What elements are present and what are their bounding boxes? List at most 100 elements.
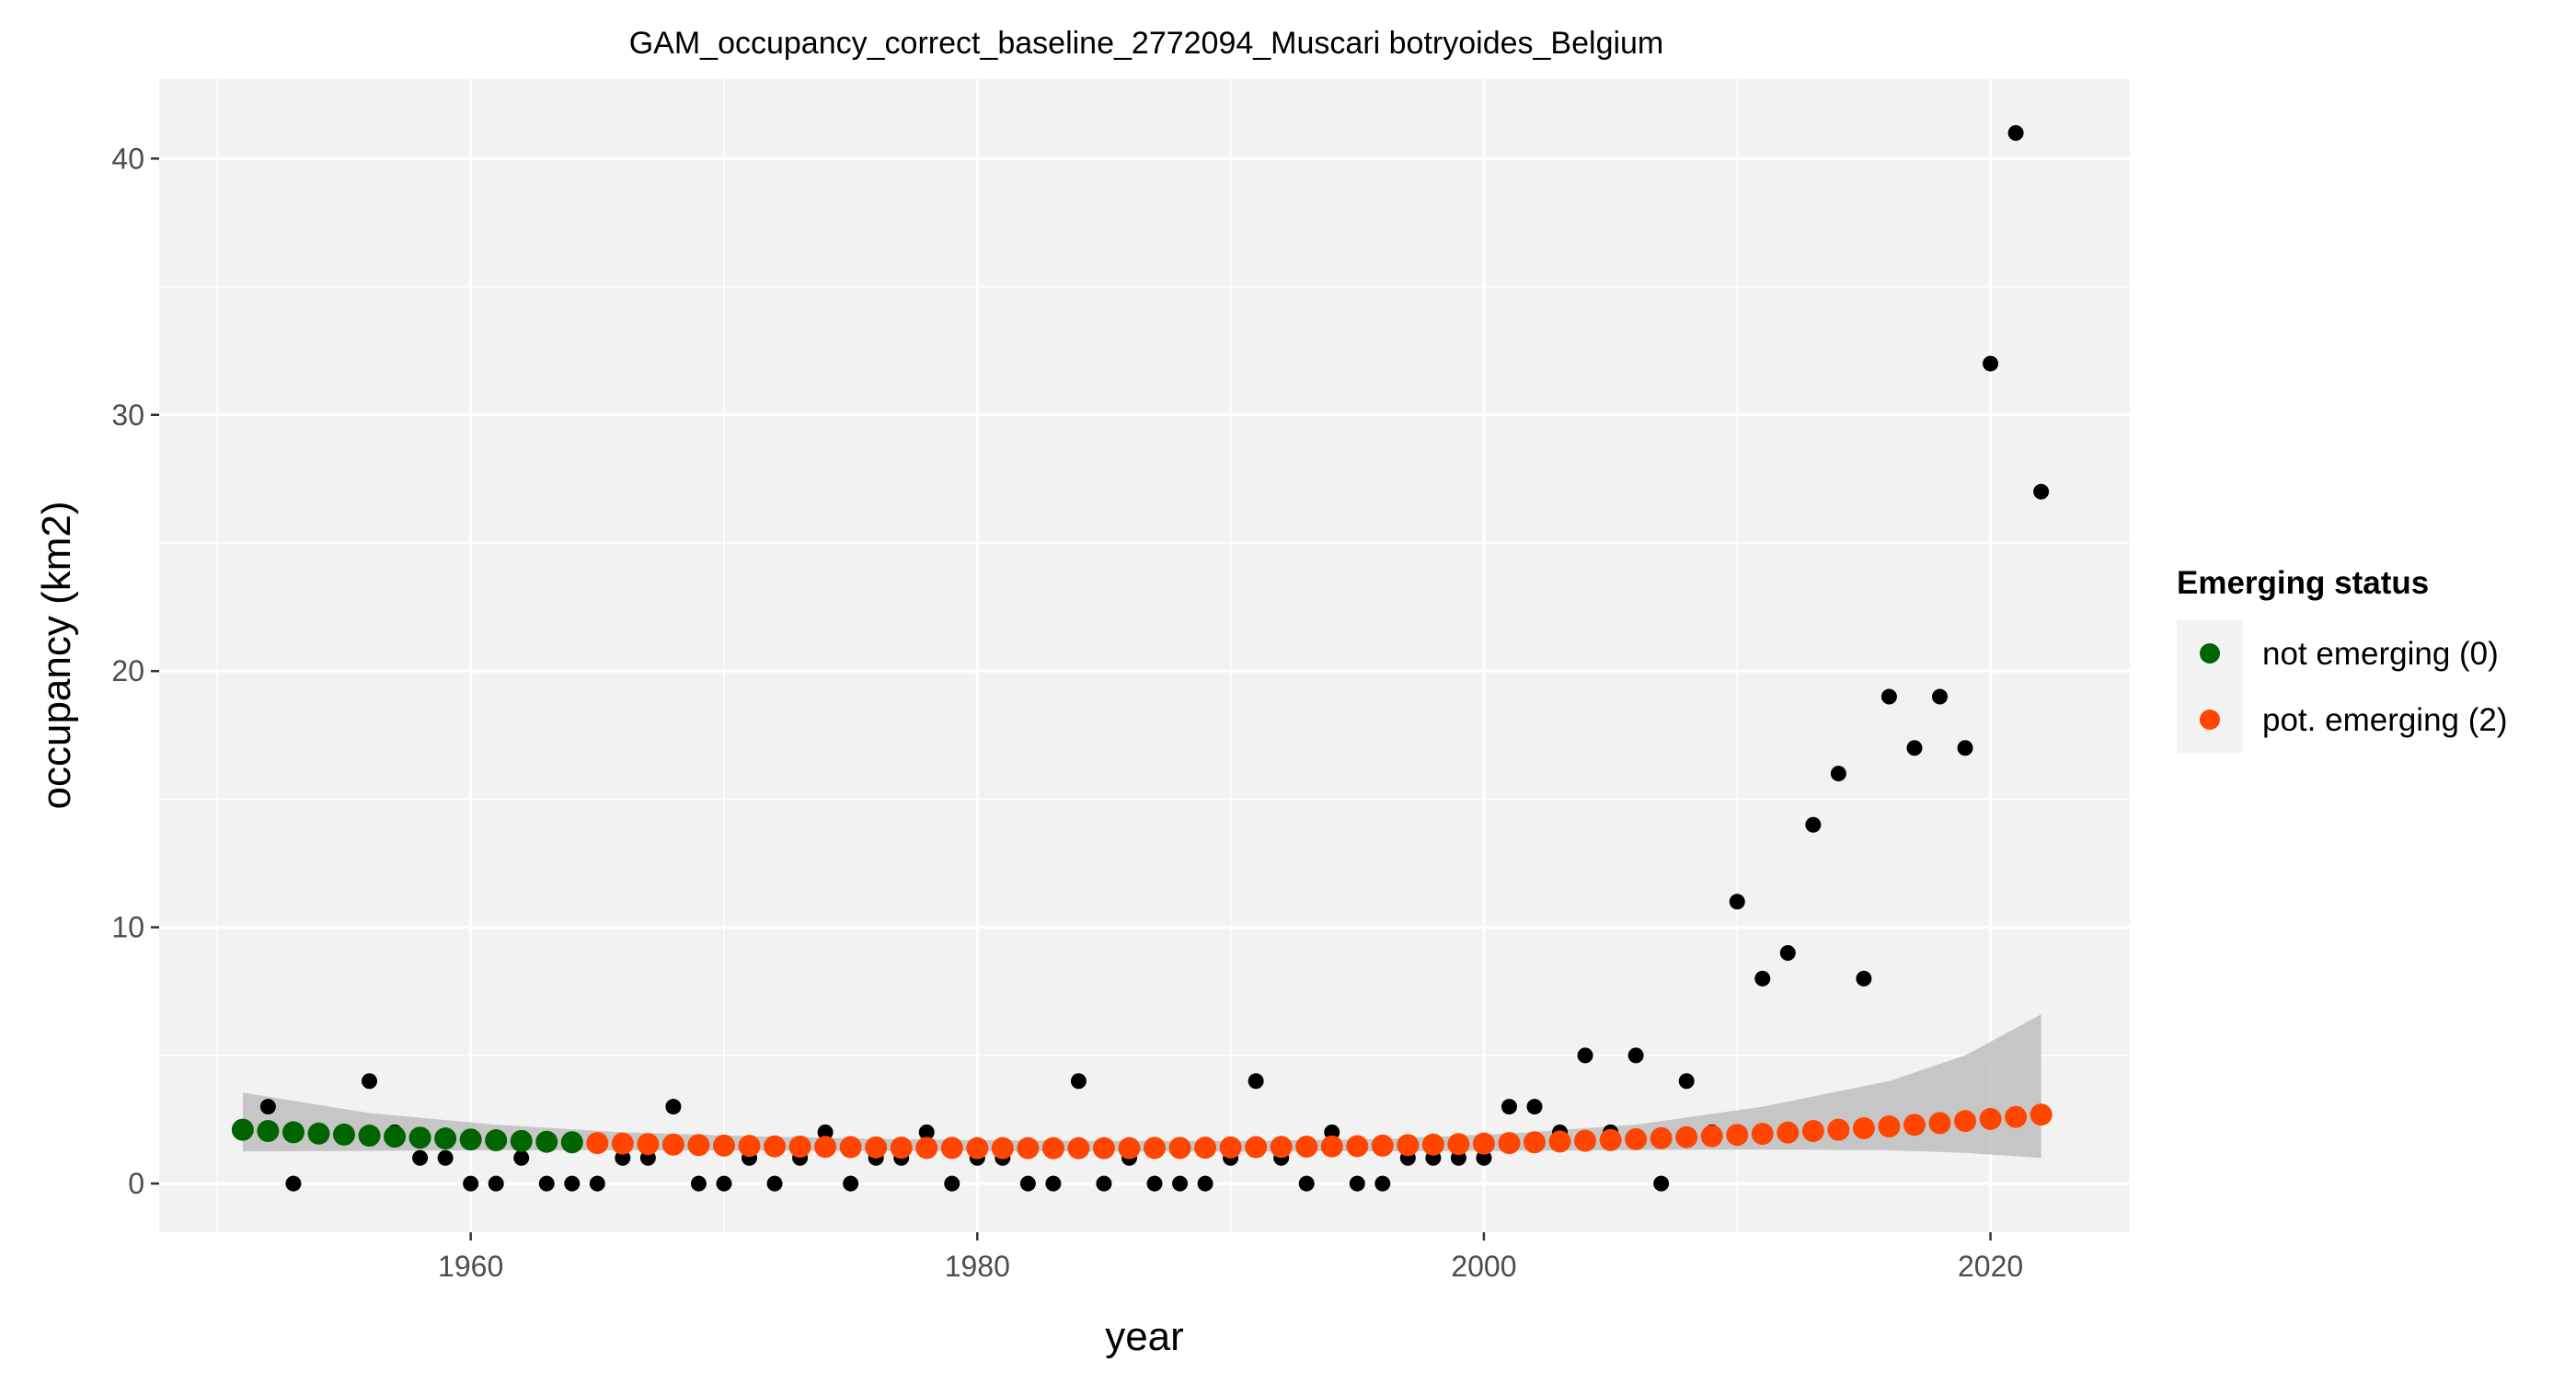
fitted-point-not-emerging	[231, 1118, 254, 1141]
observed-point	[2033, 483, 2050, 500]
observed-point	[488, 1175, 504, 1192]
fitted-point-pot-emerging	[586, 1132, 609, 1155]
x-tick-label: 2000	[1451, 1250, 1516, 1283]
fitted-point-pot-emerging	[611, 1132, 634, 1155]
fitted-point-pot-emerging	[915, 1137, 938, 1160]
fitted-point-pot-emerging	[1092, 1137, 1115, 1160]
observed-point	[944, 1175, 960, 1192]
fitted-point-pot-emerging	[1599, 1128, 1622, 1151]
fitted-point-pot-emerging	[1144, 1137, 1167, 1160]
legend-title: Emerging status	[2177, 565, 2429, 601]
observed-point	[564, 1175, 581, 1192]
fitted-point-pot-emerging	[1928, 1112, 1951, 1135]
x-axis-title: year	[1105, 1314, 1184, 1359]
y-axis-title: occupancy (km2)	[34, 501, 79, 809]
fitted-point-pot-emerging	[2030, 1103, 2053, 1126]
observed-point	[1653, 1175, 1670, 1192]
major-gridlines	[159, 79, 2130, 1232]
y-tick-label: 10	[111, 911, 144, 944]
observed-point	[1754, 970, 1771, 987]
fitted-point-not-emerging	[434, 1127, 457, 1150]
observed-point	[285, 1175, 302, 1192]
observed-point	[1248, 1073, 1264, 1090]
fitted-point-pot-emerging	[890, 1137, 913, 1160]
observed-point	[2007, 124, 2024, 141]
observed-point	[1983, 355, 1999, 372]
fitted-point-pot-emerging	[991, 1137, 1014, 1160]
fitted-point-not-emerging	[510, 1129, 533, 1152]
observed-point	[690, 1175, 707, 1192]
fitted-point-pot-emerging	[1168, 1137, 1191, 1160]
observed-point	[1526, 1099, 1543, 1115]
observed-point	[437, 1149, 454, 1166]
fitted-point-pot-emerging	[738, 1135, 761, 1158]
x-tick-label: 1980	[945, 1250, 1010, 1283]
observed-point	[1906, 740, 1923, 756]
fitted-point-pot-emerging	[940, 1137, 963, 1160]
observed-point	[918, 1124, 935, 1140]
y-tick-label: 0	[128, 1167, 144, 1200]
fitted-point-not-emerging	[459, 1128, 482, 1151]
observed-point	[716, 1175, 732, 1192]
fitted-point-pot-emerging	[1827, 1118, 1850, 1141]
observed-point	[1070, 1073, 1087, 1090]
observed-point	[1932, 688, 1949, 705]
fitted-point-pot-emerging	[788, 1135, 811, 1158]
legend-label-not-emerging: not emerging (0)	[2262, 636, 2499, 672]
fitted-point-pot-emerging	[1801, 1120, 1824, 1143]
observed-point	[463, 1175, 479, 1192]
observed-point	[259, 1099, 276, 1115]
fitted-point-pot-emerging	[1574, 1129, 1597, 1152]
observed-point	[1627, 1047, 1644, 1064]
fitted-point-pot-emerging	[1346, 1135, 1369, 1158]
fitted-point-pot-emerging	[1751, 1123, 1774, 1146]
fitted-point-pot-emerging	[1219, 1136, 1242, 1159]
fitted-point-pot-emerging	[1194, 1137, 1217, 1160]
observed-point	[1957, 740, 1973, 756]
fitted-point-pot-emerging	[1472, 1132, 1495, 1155]
observed-point	[1880, 688, 1897, 705]
legend-key-pot-emerging	[2200, 710, 2220, 730]
fitted-point-pot-emerging	[1878, 1115, 1901, 1138]
observed-point	[1476, 1149, 1492, 1166]
fitted-point-not-emerging	[358, 1125, 381, 1148]
observed-point	[1830, 766, 1846, 782]
x-tick-label: 1960	[438, 1250, 503, 1283]
fitted-point-pot-emerging	[1498, 1132, 1521, 1155]
observed-point	[538, 1175, 555, 1192]
fitted-point-not-emerging	[560, 1131, 583, 1154]
chart-title: GAM_occupancy_correct_baseline_2772094_M…	[629, 26, 1664, 61]
observed-point	[1045, 1175, 1062, 1192]
observed-point	[1019, 1175, 1036, 1192]
fitted-point-not-emerging	[384, 1125, 407, 1148]
y-tick-label: 40	[111, 142, 144, 175]
fitted-point-pot-emerging	[1397, 1134, 1420, 1157]
fitted-point-pot-emerging	[1777, 1121, 1800, 1144]
fitted-point-pot-emerging	[661, 1133, 684, 1156]
fitted-point-pot-emerging	[1954, 1110, 1977, 1133]
observed-point	[513, 1149, 530, 1166]
observed-point	[817, 1124, 834, 1140]
fitted-point-pot-emerging	[839, 1136, 862, 1159]
legend-key-not-emerging	[2200, 643, 2220, 664]
fitted-point-pot-emerging	[1245, 1136, 1268, 1159]
observed-point	[1577, 1047, 1593, 1064]
fitted-point-not-emerging	[485, 1129, 508, 1152]
fitted-point-pot-emerging	[1675, 1125, 1698, 1148]
observed-point	[1146, 1175, 1163, 1192]
fitted-point-pot-emerging	[1625, 1127, 1648, 1150]
observed-point	[1856, 970, 1872, 987]
fitted-point-pot-emerging	[2005, 1105, 2028, 1128]
observed-point	[843, 1175, 859, 1192]
y-tick-label: 30	[111, 398, 144, 432]
fitted-point-pot-emerging	[1979, 1107, 2002, 1130]
points-layer	[231, 124, 2053, 1192]
fitted-point-not-emerging	[332, 1123, 355, 1146]
observed-point	[665, 1099, 682, 1115]
fitted-point-pot-emerging	[865, 1136, 888, 1159]
observed-point	[1298, 1175, 1315, 1192]
minor-gridlines	[159, 79, 2130, 1232]
observed-point	[1374, 1175, 1391, 1192]
